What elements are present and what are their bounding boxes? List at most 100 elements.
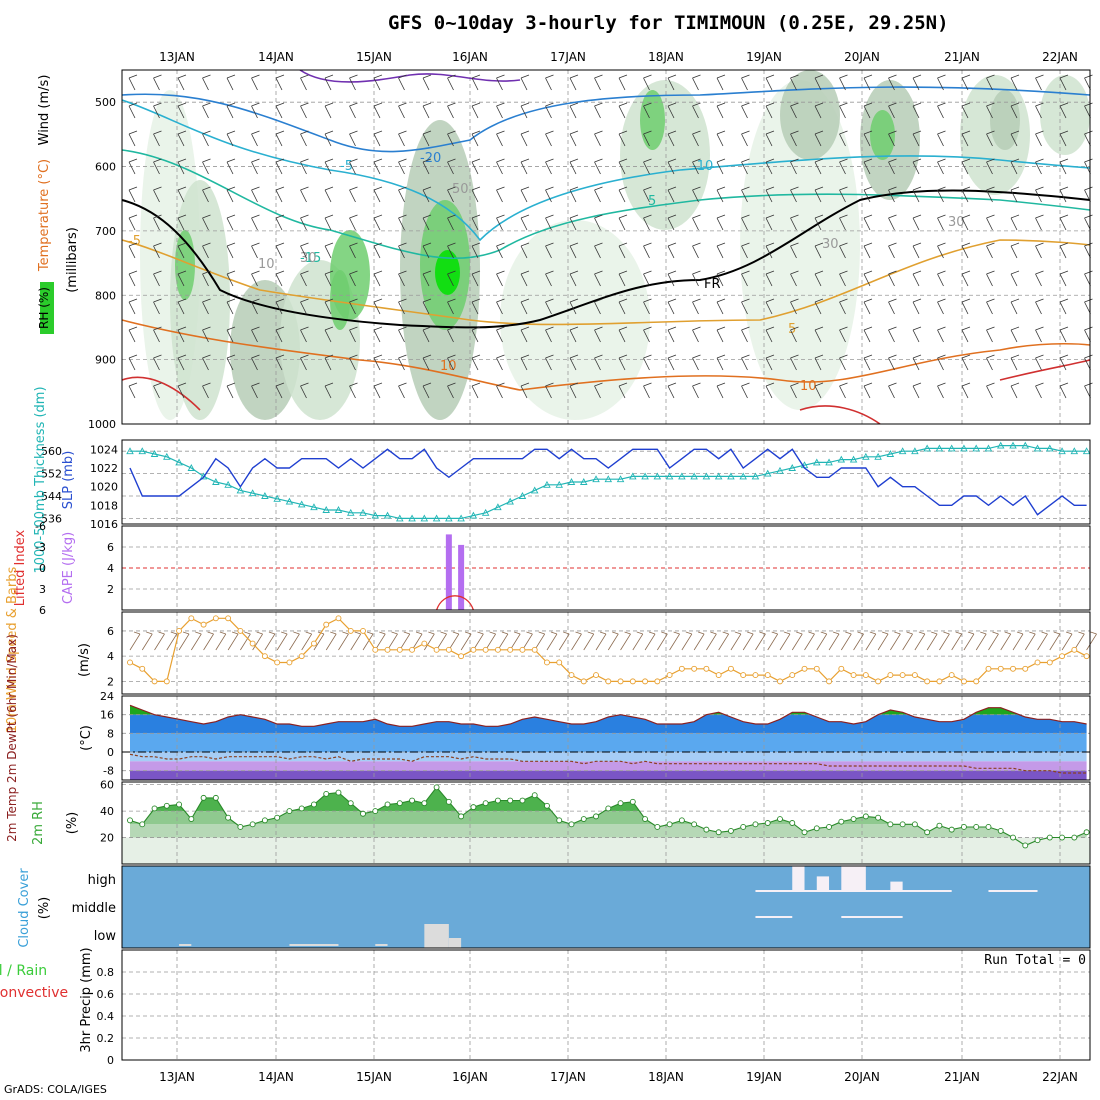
wind-barb xyxy=(153,298,162,315)
wind10-barb xyxy=(350,631,362,651)
wind-barb xyxy=(251,102,260,119)
wind10-barb xyxy=(657,631,668,651)
wind-barb xyxy=(398,326,407,343)
thickness-point xyxy=(739,472,747,480)
wind-barb xyxy=(153,326,162,343)
wind-barb xyxy=(422,130,432,147)
date-label-bottom: 18JAN xyxy=(648,1070,684,1084)
wind-barb xyxy=(790,130,799,147)
wind10-point xyxy=(997,665,1004,672)
temp2m-panel xyxy=(122,695,1090,780)
wind-barb xyxy=(912,242,922,259)
wind-barb xyxy=(986,298,995,315)
temperature-axis-label: Temperature (°C) xyxy=(37,159,52,272)
wind10-point xyxy=(948,672,955,679)
cape-tick: 2 xyxy=(107,583,114,596)
wind-barb xyxy=(1059,158,1069,175)
wind-barb xyxy=(888,158,897,175)
wind-barb xyxy=(961,74,971,91)
wind-barb xyxy=(790,74,799,91)
wind-barb xyxy=(594,74,603,91)
wind10-point xyxy=(1022,665,1029,672)
thickness-point xyxy=(849,455,858,463)
wind-barb xyxy=(447,326,456,343)
rh2m-point xyxy=(212,794,219,801)
cape-axis-label: CAPE (J/kg) xyxy=(61,532,76,604)
wind-barb xyxy=(545,214,554,231)
wind-barb xyxy=(594,242,603,259)
wind-barb xyxy=(496,298,505,315)
wind-barb xyxy=(1035,382,1044,399)
wind-barb xyxy=(594,158,603,175)
wind10-point xyxy=(163,678,170,685)
wind10-point xyxy=(261,653,268,660)
wind-barb xyxy=(471,354,481,371)
lifted-tick: -6 xyxy=(35,520,46,533)
wind10-axis-label: 10m Wind Speed & Barbs xyxy=(5,567,20,734)
wind10-barb xyxy=(1049,631,1061,651)
temperature-contour xyxy=(121,239,1091,326)
wind10-point xyxy=(445,646,452,653)
thickness-tick: 560 xyxy=(41,445,62,458)
wind-barb xyxy=(741,158,750,175)
wind-barb xyxy=(569,242,579,259)
date-label-top: 20JAN xyxy=(844,50,880,64)
wind-barb xyxy=(373,298,383,315)
run-total: Run Total = 0 xyxy=(984,953,1086,968)
pressure-tick: 1000 xyxy=(88,418,116,431)
wind-barb xyxy=(349,158,358,175)
wind-barb xyxy=(300,102,309,119)
cloud-high-bar xyxy=(841,866,866,892)
wind-barb xyxy=(128,242,138,259)
thickness-point xyxy=(457,514,465,522)
wind-barb xyxy=(275,242,285,259)
rh2m-point xyxy=(409,797,416,804)
wind-barb xyxy=(741,242,750,259)
wind-barb xyxy=(177,74,187,91)
thickness-point xyxy=(1021,441,1030,449)
wind-barb xyxy=(1059,130,1069,147)
wind-barb xyxy=(667,130,677,147)
temp2m-line xyxy=(129,704,1087,727)
wind-barb xyxy=(569,186,579,203)
wind10-barb xyxy=(583,631,595,651)
wind10-point xyxy=(494,646,501,653)
date-label-top: 22JAN xyxy=(1042,50,1078,64)
wind-barb xyxy=(1059,102,1069,119)
rh2m-point xyxy=(200,794,207,801)
thickness-point xyxy=(751,472,760,480)
rh2m-point xyxy=(360,810,366,817)
wind-barb xyxy=(1035,354,1044,371)
wind-barb xyxy=(447,214,456,231)
thickness-point xyxy=(702,472,711,480)
wind-barb xyxy=(937,326,946,343)
rh-shading xyxy=(170,180,230,420)
wind-barb xyxy=(349,354,358,371)
wind-barb xyxy=(569,158,579,175)
pressure-tick: 700 xyxy=(95,225,116,238)
wind10-point xyxy=(200,621,207,628)
date-label-top: 19JAN xyxy=(746,50,782,64)
thickness-point xyxy=(371,511,380,519)
wind-barb xyxy=(937,242,946,259)
wind-barb xyxy=(373,326,383,343)
wind-barb xyxy=(618,130,628,147)
wind-barb xyxy=(275,326,285,343)
thickness-point xyxy=(960,444,968,452)
rh2m-point xyxy=(740,824,747,830)
wind10-barb xyxy=(546,631,558,651)
wind-barb xyxy=(814,298,824,315)
wind-barb xyxy=(863,186,873,203)
wind-barb xyxy=(202,130,211,147)
wind-barb xyxy=(324,102,334,119)
wind-barb xyxy=(937,158,946,175)
thickness-point xyxy=(420,514,429,522)
wind10-point xyxy=(1059,653,1066,660)
wind-barb xyxy=(569,270,579,287)
wind-barb xyxy=(153,214,162,231)
wind10-unit: (m/s) xyxy=(77,643,92,677)
thickness-point xyxy=(469,511,478,519)
rh2m-point xyxy=(764,820,771,826)
wind-barb xyxy=(692,74,701,91)
thickness-point xyxy=(396,514,404,522)
